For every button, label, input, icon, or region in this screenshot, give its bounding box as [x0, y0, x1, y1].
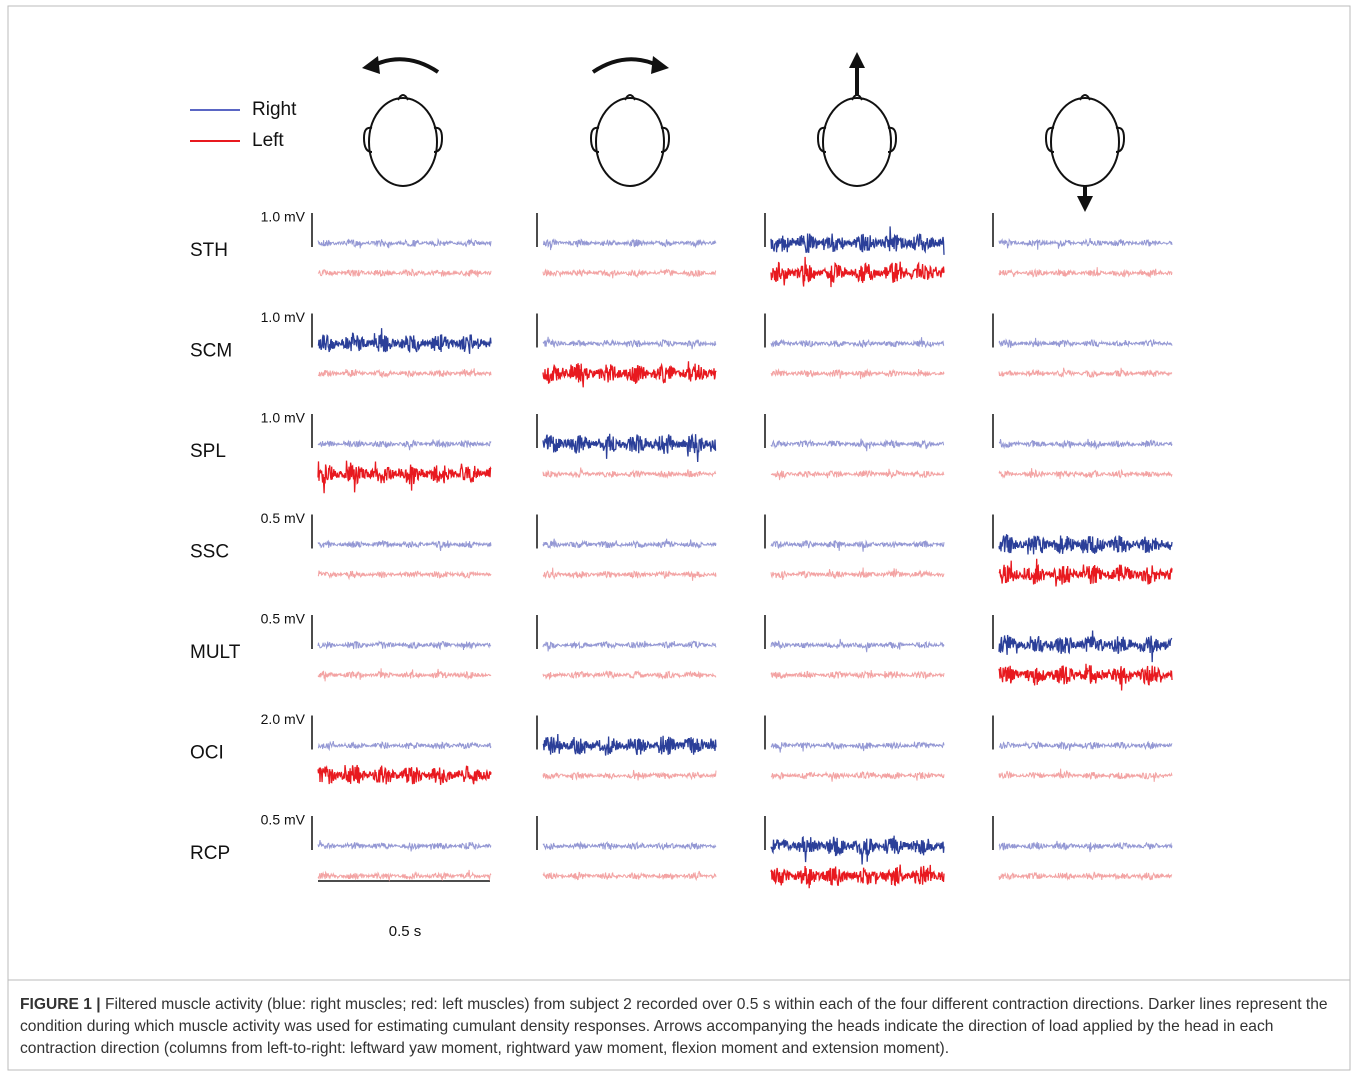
amplitude-scale-label: 1.0 mV	[261, 209, 306, 225]
emg-trace	[542, 870, 717, 882]
emg-trace	[317, 640, 492, 651]
emg-trace	[998, 871, 1173, 881]
emg-trace	[542, 733, 717, 756]
amplitude-scale-label: 1.0 mV	[261, 410, 306, 426]
emg-trace	[317, 539, 492, 551]
muscle-label: SCM	[190, 341, 232, 362]
emg-trace	[317, 460, 492, 494]
emg-trace	[542, 467, 717, 479]
emg-trace	[542, 336, 717, 350]
emg-trace	[998, 237, 1173, 250]
caption: FIGURE 1 | Filtered muscle activity (blu…	[20, 994, 1338, 1060]
emg-trace	[770, 670, 945, 680]
emg-trace	[998, 630, 1173, 663]
emg-trace	[998, 367, 1173, 378]
caption-text: Filtered muscle activity (blue: right mu…	[20, 996, 1328, 1057]
emg-trace	[542, 268, 717, 279]
emg-trace	[770, 468, 945, 481]
emg-trace	[317, 869, 492, 882]
emg-trace	[542, 238, 717, 251]
emg-trace	[770, 337, 945, 349]
emg-trace	[998, 663, 1173, 691]
emg-trace	[770, 226, 945, 255]
emg-trace	[317, 764, 492, 785]
emg-trace	[542, 538, 717, 550]
emg-trace	[998, 768, 1173, 782]
emg-trace	[998, 267, 1173, 279]
emg-trace	[998, 337, 1173, 349]
emg-trace	[317, 328, 492, 354]
frame	[7, 5, 1351, 1071]
emg-trace	[542, 840, 717, 851]
emg-trace	[542, 669, 717, 681]
emg-trace	[770, 438, 945, 452]
muscle-label: SPL	[190, 441, 226, 462]
time-scale-label: 0.5 s	[389, 923, 422, 940]
legend-label: Left	[252, 130, 284, 151]
emg-trace	[770, 741, 945, 753]
emg-trace	[317, 237, 492, 249]
emg-trace	[317, 268, 492, 278]
emg-trace	[998, 740, 1173, 751]
muscle-label: RCP	[190, 843, 230, 864]
emg-trace	[770, 539, 945, 552]
emg-trace	[542, 769, 717, 781]
emg-trace	[770, 638, 945, 653]
emg-trace	[770, 367, 945, 380]
emg-trace	[317, 368, 492, 379]
emg-trace	[317, 438, 492, 451]
caption-label: FIGURE 1 |	[20, 996, 101, 1013]
emg-trace	[770, 256, 945, 288]
amplitude-scale-label: 0.5 mV	[261, 510, 306, 526]
emg-trace	[998, 558, 1173, 587]
arrowheads	[362, 52, 1093, 212]
emg-trace	[542, 433, 717, 463]
emg-trace	[998, 438, 1173, 451]
emg-trace	[542, 640, 717, 652]
amplitude-scale-label: 0.5 mV	[261, 812, 306, 828]
amplitude-scale-label: 2.0 mV	[261, 711, 306, 727]
emg-trace	[317, 668, 492, 682]
muscle-label: STH	[190, 240, 228, 261]
emg-trace	[770, 864, 945, 889]
legend-label: Right	[252, 99, 297, 120]
emg-trace	[998, 840, 1173, 853]
heads	[362, 57, 1126, 200]
emg-trace	[998, 534, 1173, 555]
emg-trace	[542, 361, 717, 388]
emg-trace	[770, 835, 945, 865]
amplitude-scale-label: 0.5 mV	[261, 611, 306, 627]
muscle-label: MULT	[190, 642, 241, 663]
emg-trace	[317, 839, 492, 852]
amplitude-scale-label: 1.0 mV	[261, 309, 306, 325]
emg-trace	[542, 567, 717, 581]
emg-trace	[770, 567, 945, 580]
emg-trace	[317, 570, 492, 581]
muscle-label: SSC	[190, 542, 229, 563]
emg-trace	[998, 468, 1173, 480]
emg-trace	[317, 740, 492, 752]
muscle-label: OCI	[190, 743, 224, 764]
emg-trace	[770, 770, 945, 782]
